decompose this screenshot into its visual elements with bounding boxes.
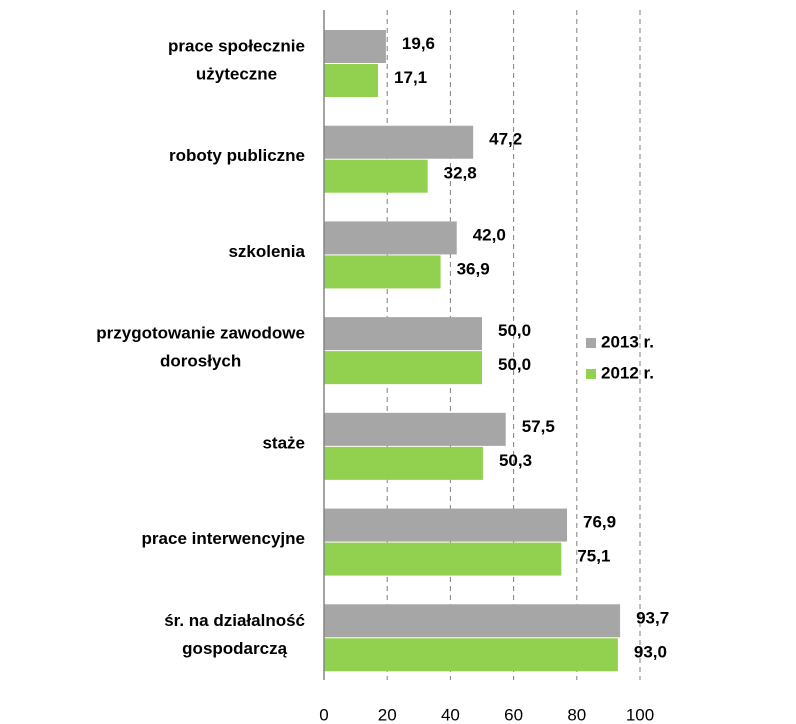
value-label: 76,9 bbox=[583, 513, 616, 532]
value-label: 93,0 bbox=[634, 642, 667, 661]
category-label: śr. na działalność bbox=[164, 611, 305, 630]
bar bbox=[324, 255, 441, 289]
value-label: 50,0 bbox=[498, 321, 531, 340]
bar bbox=[324, 221, 457, 255]
category-label: dorosłych bbox=[160, 352, 241, 371]
category-label: gospodarczą bbox=[182, 639, 287, 658]
value-label: 42,0 bbox=[473, 225, 506, 244]
category-label: szkolenia bbox=[228, 242, 305, 261]
value-label: 19,6 bbox=[402, 34, 435, 53]
x-tick-label: 20 bbox=[378, 705, 397, 724]
value-label: 93,7 bbox=[636, 608, 669, 627]
legend-label: 2013 r. bbox=[601, 332, 654, 351]
x-tick-label: 60 bbox=[504, 705, 523, 724]
category-label: prace społecznie bbox=[168, 36, 305, 55]
bar bbox=[324, 446, 483, 480]
value-label: 57,5 bbox=[522, 417, 555, 436]
bar bbox=[324, 125, 474, 159]
x-tick-label: 40 bbox=[441, 705, 460, 724]
x-tick-label: 0 bbox=[319, 705, 328, 724]
value-label: 50,3 bbox=[499, 451, 532, 470]
bar bbox=[324, 638, 618, 672]
bar bbox=[324, 317, 482, 351]
value-label: 36,9 bbox=[457, 259, 490, 278]
legend-swatch bbox=[586, 338, 596, 348]
x-tick-label: 100 bbox=[626, 705, 654, 724]
bar bbox=[324, 412, 506, 446]
legend-label: 2012 r. bbox=[601, 363, 654, 382]
bar bbox=[324, 30, 386, 63]
category-label: staże bbox=[262, 433, 305, 452]
bar bbox=[324, 604, 621, 638]
bar bbox=[324, 64, 379, 97]
category-label: przygotowanie zawodowe bbox=[96, 324, 305, 343]
bar bbox=[324, 542, 562, 576]
category-label: roboty publiczne bbox=[169, 146, 305, 165]
value-label: 50,0 bbox=[498, 355, 531, 374]
category-label: użyteczne bbox=[196, 64, 277, 83]
value-label: 17,1 bbox=[394, 68, 427, 87]
bar bbox=[324, 508, 568, 542]
value-label: 47,2 bbox=[489, 130, 522, 149]
value-label: 32,8 bbox=[444, 164, 477, 183]
legend-swatch bbox=[586, 369, 596, 379]
bar bbox=[324, 351, 482, 385]
x-tick-label: 80 bbox=[567, 705, 586, 724]
category-label: prace interwencyjne bbox=[142, 529, 305, 548]
bar bbox=[324, 159, 428, 193]
value-label: 75,1 bbox=[577, 547, 610, 566]
